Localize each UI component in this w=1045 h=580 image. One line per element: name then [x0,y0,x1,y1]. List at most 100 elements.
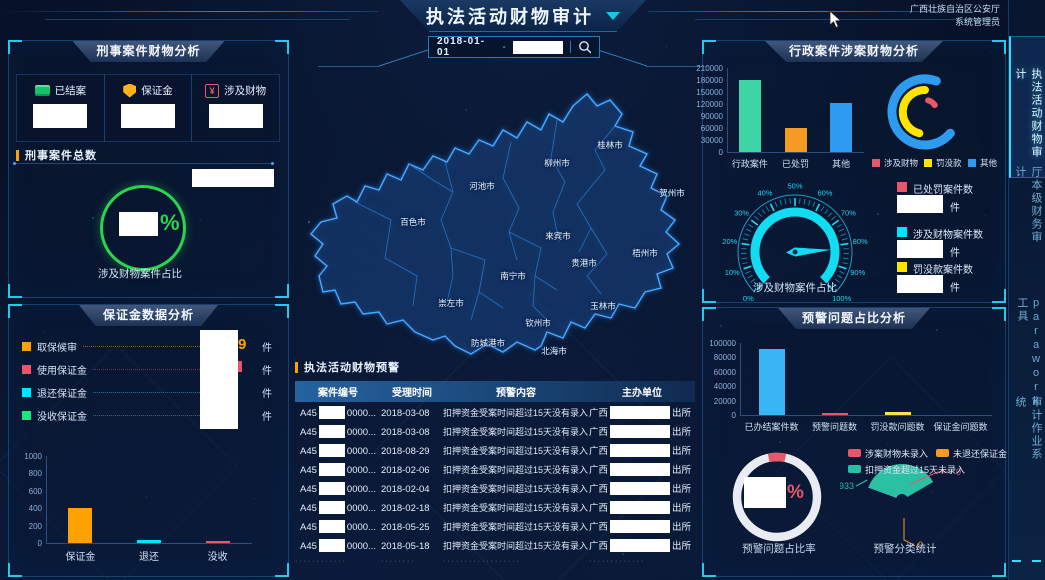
table-row[interactable]: A45 0000... 2018-03-08 扣押资金受案时间超过15天没有录入 广西出… [295,404,695,423]
criminal-stats-box: 已结案 保证金 ¥ 涉及财物 [16,74,280,142]
chart-legend-item[interactable]: 扣押资金超过15天未录入 [848,463,998,475]
star [568,274,569,275]
leader-line [93,391,204,393]
percent-sign: % [787,482,804,503]
corner-bracket [275,40,289,54]
corner-bracket [702,563,716,577]
map-city-label[interactable]: 钦州市 [525,318,551,328]
truncated-row-dots: ·················· [443,558,521,565]
legend-label: 已处罚案件数 [913,185,973,196]
svg-text:10%: 10% [725,268,740,277]
truncated-row-dots: ············· [589,558,646,565]
warning-content-cell: 扣押资金受案时间超过15天没有录入 [443,427,589,437]
accept-date-cell: 2018-02-06 [381,465,430,476]
redacted-value [318,462,345,476]
chart-legend-item[interactable]: 涉及财物 [872,157,922,169]
redacted-end-date[interactable] [512,40,563,54]
axis-tick-label: 100000 [709,339,736,348]
divider-dot [13,162,16,165]
axis-tick-label: 200 [28,521,42,531]
axis-tick-label: 60000 [700,124,723,133]
axis-tick-label: 400 [28,504,42,514]
star [460,272,461,273]
table-row[interactable]: A45 0000... 2018-08-29 扣押资金受案时间超过15天没有录入 广西出… [295,442,695,461]
start-date-value[interactable]: 2018-01-01 [437,36,486,58]
axis-tick-label: 1000 [24,452,42,461]
redacted-value [744,477,786,508]
star [308,221,310,223]
map-city-label[interactable]: 玉林市 [590,301,616,311]
case-number-cell: A45 0000... [295,480,381,499]
map-city-label[interactable]: 百色市 [400,217,426,227]
table-row[interactable]: A45 0000... 2018-05-18 扣押资金受案时间超过15天没有录入 广西出… [295,537,695,556]
sidebar-item-1[interactable]: 厅本级财务审计 [1014,166,1042,244]
warning-content-cell: 扣押资金受案时间超过15天没有录入 [443,484,589,494]
deposit-legend-item[interactable]: 使用保证金 件 [22,361,272,377]
case-number-cell: A45 0000... [295,423,381,442]
chart-caption: 预警问题占比率 [742,543,816,555]
section-criminal-total: 刑事案件总数 [16,147,97,163]
table-row[interactable]: A45 0000... 2018-02-04 扣押资金受案时间超过15天没有录入 广西出… [295,480,695,499]
chart-legend-item[interactable]: 罚没款 [924,157,974,169]
corner-bracket [275,284,289,298]
accept-date-cell: 2018-03-08 [381,427,430,438]
axis-tick-label: 150000 [696,88,723,97]
axis-tick-label: 60000 [713,367,736,377]
map-city-label[interactable]: 防城港市 [470,338,506,348]
sidebar-item-2[interactable]: parawork工具 [1016,297,1042,409]
map-city-label[interactable]: 梧州市 [632,248,658,258]
legend-label: 其他 [980,158,998,168]
sidebar-item-0[interactable]: 执法活动财物审计 [1014,68,1042,159]
decor-tick [1032,560,1041,562]
map-city-label[interactable]: 贺州市 [659,188,685,198]
table-row[interactable]: A45 0000... 2018-03-08 扣押资金受案时间超过15天没有录入 广西出… [295,423,695,442]
map-city-label[interactable]: 柳州市 [544,158,570,168]
map-city-label[interactable]: 河池市 [469,181,495,191]
deposit-legend-item[interactable]: 取保候审 件 [22,338,272,354]
svg-text:70%: 70% [841,209,856,218]
redacted-value [318,500,345,514]
sidebar-item-3[interactable]: 审计作业系统 [1014,396,1042,461]
page-title-block: 执法活动财物审计 [400,0,646,32]
chart-legend-item[interactable]: 涉案财物未录入 [848,447,998,459]
deposit-legend-item[interactable]: 没收保证金 件 [22,407,272,423]
axis-tick-label: 120000 [696,100,723,109]
axis-tick-label: 800 [28,469,42,479]
map-city-label[interactable]: 北海市 [541,346,567,356]
axis-tick-label: 0 [731,411,736,420]
case-number-cell: A45 0000... [295,442,381,461]
star [298,547,299,548]
star [833,164,834,165]
table-row[interactable]: A45 0000... 2018-02-06 扣押资金受案时间超过15天没有录入 广西出… [295,461,695,480]
bar [884,412,911,415]
redacted-value [318,519,345,533]
map-city-label[interactable]: 贵港市 [571,258,597,268]
star [990,52,991,53]
map-city-label[interactable]: 来宾市 [545,231,571,241]
guangxi-map[interactable] [295,62,695,362]
unit-label: 件 [262,342,272,354]
corner-bracket [275,563,289,577]
chart-legend-item[interactable]: 其他 [968,157,1018,169]
chart-caption: 预警分类统计 [873,543,937,555]
chevron-down-icon[interactable] [606,11,620,20]
shield-icon [123,83,137,98]
table-row[interactable]: A45 0000... 2018-05-25 扣押资金受案时间超过15天没有录入 广西出… [295,518,695,537]
map-city-label[interactable]: 南宁市 [500,271,526,281]
unit-label: 件 [262,365,272,377]
redacted-value [897,240,943,258]
chart-legend-item[interactable]: 未退还保证金 [936,447,1045,459]
deposit-legend-item[interactable]: 退还保证金 件 [22,384,272,400]
search-icon[interactable] [578,40,591,54]
legend-swatch [848,449,861,457]
table-row[interactable]: A45 0000... 2018-02-18 扣押资金受案时间超过15天没有录入 广西出… [295,499,695,518]
star [352,270,353,271]
bar-category-label: 已处罚 [781,159,809,169]
stat-head: 已结案 [34,83,86,98]
map-city-label[interactable]: 崇左市 [438,298,464,308]
corner-bracket [8,304,22,318]
map-city-label[interactable]: 桂林市 [597,140,623,150]
legend-swatch [22,410,31,420]
